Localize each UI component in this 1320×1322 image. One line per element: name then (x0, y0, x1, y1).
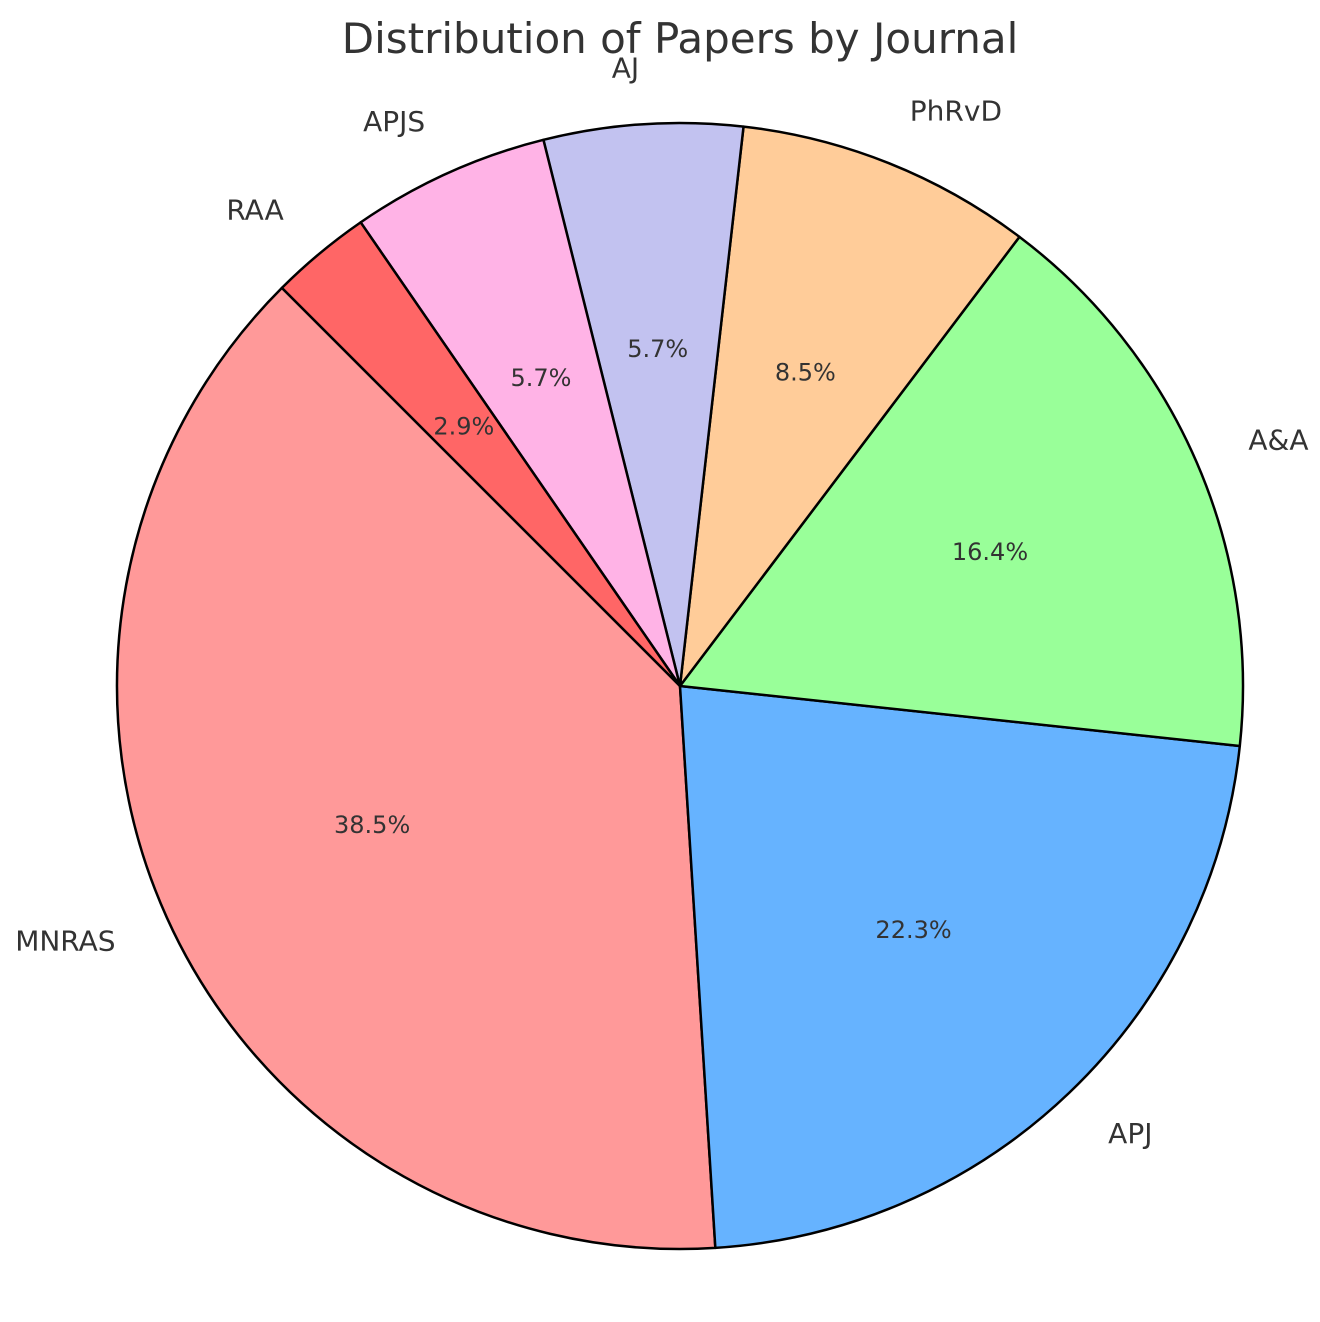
slice-label-phrvd: PhRvD (910, 94, 1002, 127)
slice-label-mnras: MNRAS (15, 924, 115, 957)
chart-title: Distribution of Papers by Journal (342, 14, 1019, 63)
slice-label-raa: RAA (226, 194, 283, 227)
slice-pct-apjs: 5.7% (510, 364, 571, 392)
slice-phrvd (678, 125, 1021, 688)
slice-mnras (115, 286, 717, 1251)
slice-aj (542, 121, 745, 688)
slice-label-aj: AJ (612, 52, 639, 85)
slice-label-a-a: A&A (1248, 424, 1308, 457)
slice-pct-raa: 2.9% (433, 412, 494, 440)
slice-pct-phrvd: 8.5% (775, 358, 836, 386)
slice-pct-mnras: 38.5% (334, 811, 410, 839)
slice-label-apj: APJ (1108, 1117, 1152, 1150)
slice-raa (280, 221, 682, 688)
slice-label-apjs: APJS (363, 105, 425, 138)
pie-labels: MNRAS 38.5% APJ 22.3% A&A 16.4% PhRvD 8.5% AJ 5.7… (15, 52, 1308, 1150)
slice-pct-apj: 22.3% (875, 916, 951, 944)
slice-a-a (678, 235, 1245, 748)
slice-apj (678, 684, 1242, 1250)
pie-slices (115, 121, 1245, 1251)
slice-pct-aj: 5.7% (627, 335, 688, 363)
slice-apjs (359, 138, 682, 688)
slice-pct-a-a: 16.4% (952, 538, 1028, 566)
